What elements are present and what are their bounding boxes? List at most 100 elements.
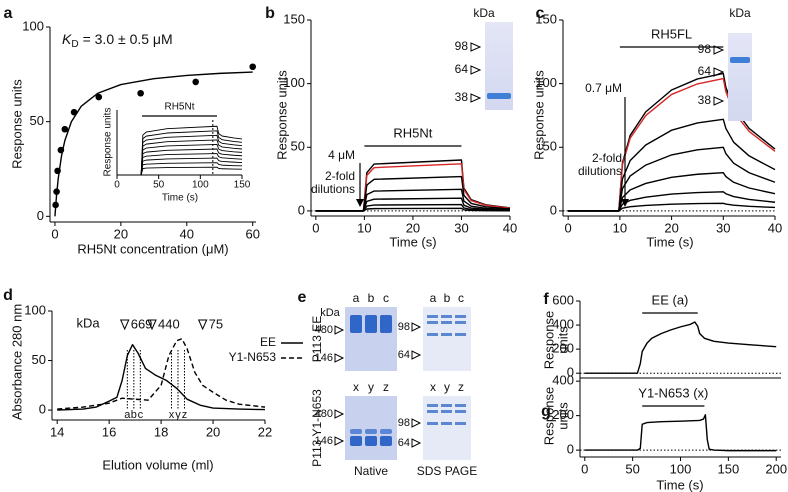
lane-label: x [430,380,436,394]
data-point [95,93,103,101]
gel-band [730,57,750,63]
standard-marker [147,319,157,331]
gel-marker-label: 64 [398,349,410,361]
gel-marker [411,350,422,360]
gel-band [380,429,392,434]
x-tick-label: 10 [357,220,371,235]
series-line [568,146,776,212]
y-tick-label: 0 [298,202,305,217]
y-tick-label: 0 [550,202,557,217]
arrow-label: dilutions [578,164,622,178]
x-axis-label: Time (s) [389,234,436,249]
series-line [117,144,243,176]
y-tick-label: 150 [535,11,557,26]
fraction-label: y [175,409,181,421]
y-tick-label: 200 [552,341,574,356]
arrow-label: 2-fold [592,151,622,165]
gel-band [350,429,362,434]
annotation-symbol: K [62,31,72,47]
x-tick-label: 20 [206,424,220,439]
gel-marker [411,418,422,428]
series-line [117,166,243,176]
y-tick-label: 400 [552,317,574,332]
lane-label: z [458,380,464,394]
series-line [117,157,243,176]
x-tick-label: 22 [258,424,272,439]
y-tick-label: 0 [37,208,44,223]
x-tick-label: 40 [180,226,194,241]
panel-label: b [265,5,275,22]
x-tick-label: 50 [625,461,639,476]
series-line [584,321,777,374]
x-tick-label: 100 [670,461,692,476]
lane-label: z [383,380,389,394]
y-axis-label: Response [541,387,556,446]
gel-band [441,422,452,425]
series-line [568,172,776,212]
arrow-head [621,199,629,207]
series-line [568,202,776,212]
gel-marker [470,42,482,52]
series-line [315,197,511,212]
y-tick-label: 100 [283,75,305,90]
series-line [117,153,243,176]
series-line [315,207,511,212]
y-tick-label: 0 [567,365,574,380]
x-tick-label: 20 [114,226,128,241]
y-axis-label: Response units [274,70,289,160]
series-line [568,191,776,212]
panel-label: g [541,403,551,420]
x-tick-label: 20 [406,220,420,235]
panel-label: e [298,289,307,306]
x-tick-label: 16 [102,424,116,439]
gel-band [350,315,362,333]
y-axis-label: Absorbance 280 nm [9,304,24,420]
series-line [568,118,776,212]
gel-marker [334,409,345,419]
y-tick-label: 200 [552,407,574,422]
x-tick-label: 10 [613,220,627,235]
series-line [315,188,511,212]
row-label: P113 EE [310,316,324,362]
gel-band [441,410,452,413]
lane-label: y [368,380,374,394]
y-tick-label: 100 [24,302,46,317]
gel-band [365,429,377,434]
standard-label: 669 [131,316,153,331]
injection-label: EE (a) [652,292,689,307]
gel-marker [470,65,482,75]
y-tick-label: 50 [543,139,557,154]
lane-label: b [444,291,451,305]
x-tick-label: 100 [192,180,209,191]
gel-band [365,436,377,446]
gel-marker-label: 480 [315,408,333,420]
gel-band [455,404,466,407]
y-axis-label: Response units [9,79,24,169]
injection-label: RH5FL [651,26,692,41]
gel-marker [411,438,422,448]
gel-band [427,422,438,425]
standard-marker [119,319,130,331]
series-line [54,71,253,217]
gel-marker [713,67,725,77]
gel-band [427,333,438,336]
gel-band [427,321,438,324]
gel-marker-label: 38 [455,90,469,104]
y-tick-label: 50 [32,352,46,367]
lane-label: y [444,380,450,394]
x-tick-label: 150 [234,180,251,191]
x-tick-label: 0 [312,220,319,235]
gel-band [455,422,466,425]
gel-band [380,315,392,333]
annotation-text: = 3.0 ± 0.5 μM [83,31,173,47]
gel-band [441,333,452,336]
lane-label: a [430,291,437,305]
legend-label: Y1-N653 [229,350,277,364]
gel-band [455,333,466,336]
y-tick-label: 50 [291,139,305,154]
standard-marker [197,319,208,331]
data-point [61,125,69,133]
gel-band [427,410,438,413]
injection-label: Y1-N653 (x) [638,385,708,400]
